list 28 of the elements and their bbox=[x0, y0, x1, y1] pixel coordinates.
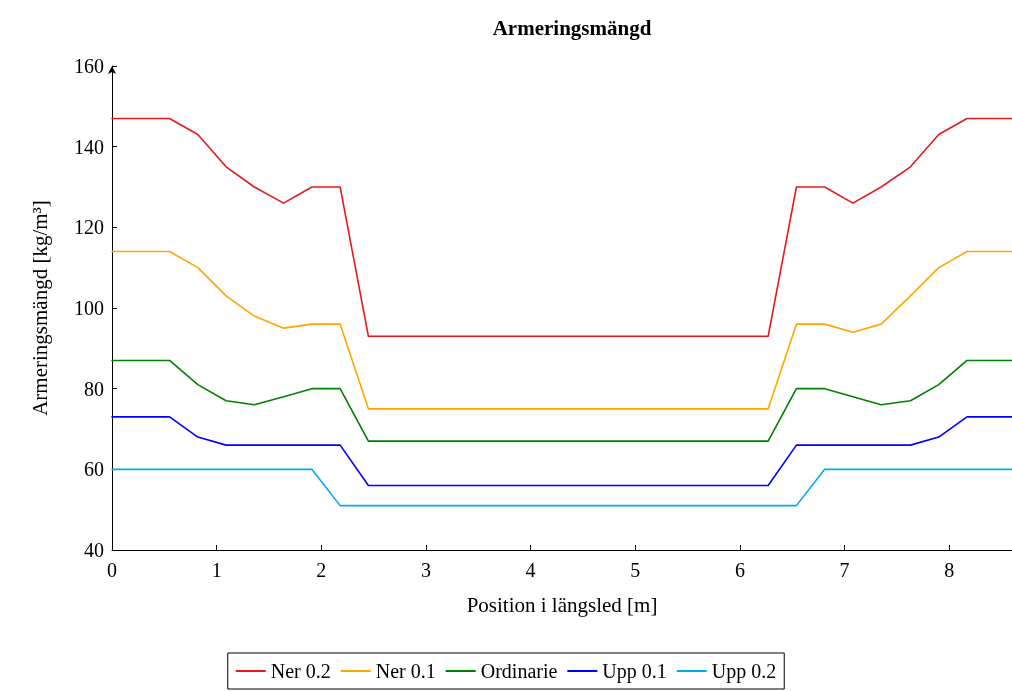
x-tick-label: 7 bbox=[839, 559, 850, 581]
y-tick-label: 160 bbox=[74, 55, 104, 77]
line-series bbox=[111, 250, 1012, 410]
x-tick-label: 5 bbox=[630, 559, 641, 581]
x-axis-title: Position i längsled [m] bbox=[466, 592, 658, 617]
y-tick-label: 100 bbox=[74, 297, 104, 319]
y-tick-label: 60 bbox=[84, 458, 104, 481]
legend-label: Ner 0.2 bbox=[270, 660, 331, 682]
y-tick-label: 140 bbox=[74, 135, 104, 158]
legend-label: Ordinarie bbox=[480, 660, 558, 682]
x-tick-label: 3 bbox=[420, 559, 431, 581]
x-tick-label: 8 bbox=[944, 559, 955, 581]
line-series bbox=[111, 359, 1012, 442]
x-tick-label: 0 bbox=[107, 559, 117, 581]
y-tick-label: 120 bbox=[74, 216, 104, 239]
y-tick-label: 80 bbox=[84, 377, 104, 400]
x-tick-label: 6 bbox=[734, 559, 745, 581]
line-series bbox=[111, 416, 1012, 487]
line-series bbox=[111, 117, 1012, 338]
x-tick-label: 1 bbox=[211, 559, 222, 581]
y-tick-label: 40 bbox=[84, 539, 104, 561]
legend-label: Upp 0.2 bbox=[711, 660, 777, 683]
y-axis-title: Armeringsmängd [kg/m³] bbox=[27, 200, 52, 416]
legend-label: Ner 0.1 bbox=[375, 660, 436, 682]
x-tick-label: 2 bbox=[316, 559, 327, 581]
x-tick-label: 4 bbox=[525, 559, 536, 581]
chart-title: Armeringsmängd bbox=[492, 15, 652, 40]
legend-label: Upp 0.1 bbox=[602, 660, 667, 683]
